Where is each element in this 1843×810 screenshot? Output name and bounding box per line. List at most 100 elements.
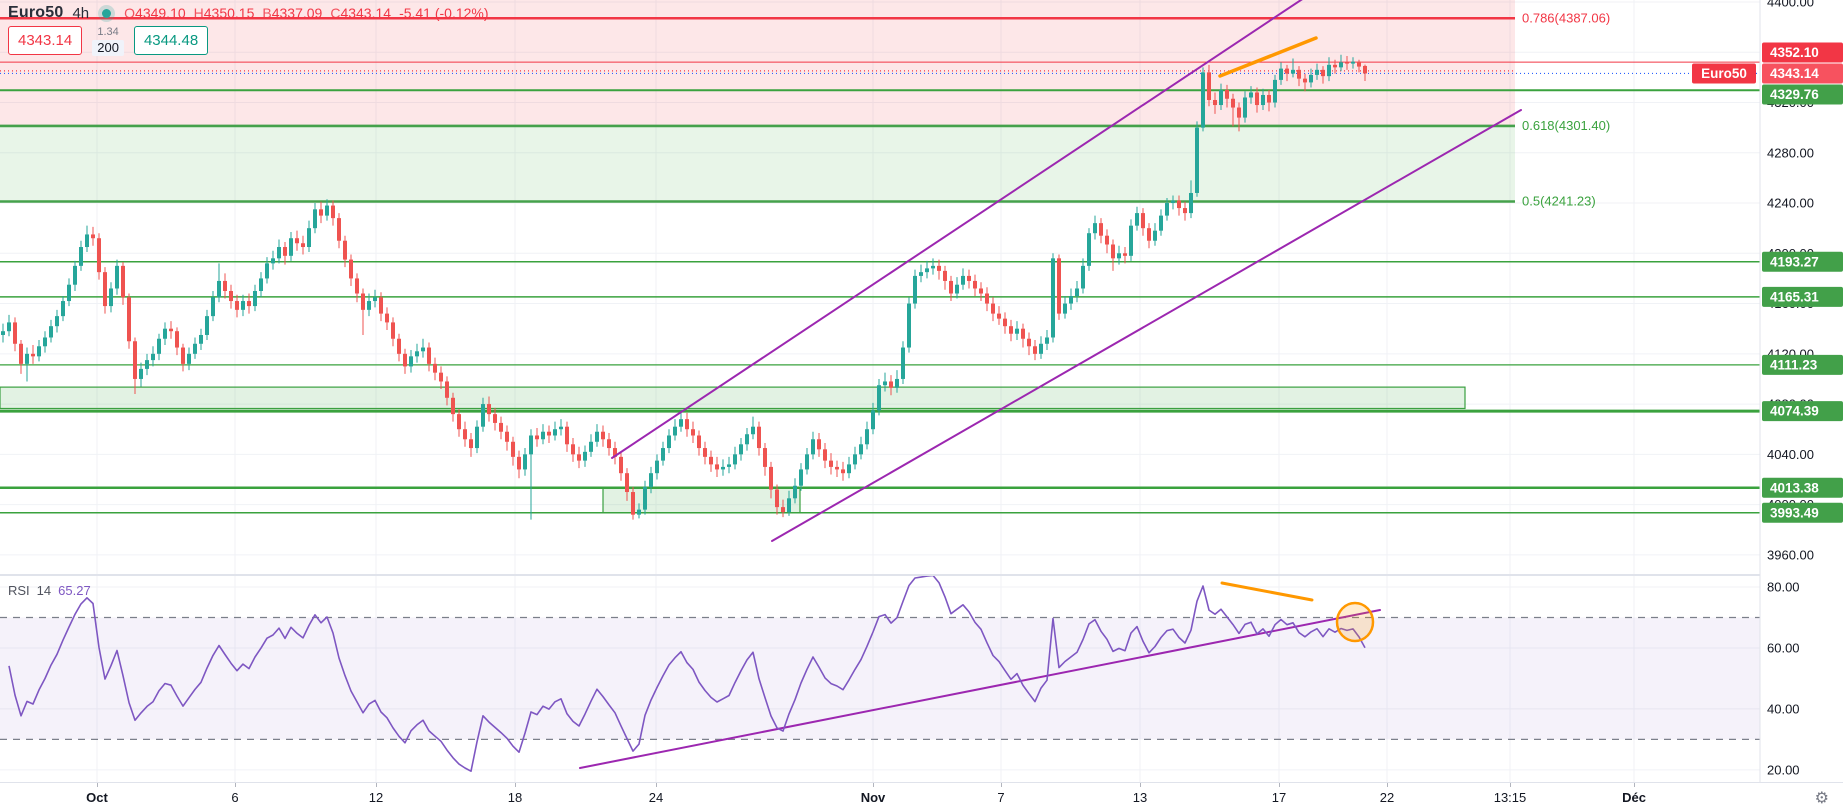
- candle-body[interactable]: [403, 353, 407, 367]
- candle-body[interactable]: [799, 469, 803, 486]
- candle-body[interactable]: [1165, 203, 1169, 216]
- candle-body[interactable]: [439, 372, 443, 382]
- candle-body[interactable]: [283, 247, 287, 256]
- candle-body[interactable]: [817, 439, 821, 450]
- settings-gear-icon[interactable]: ⚙: [1814, 788, 1829, 807]
- candle-body[interactable]: [1363, 65, 1367, 74]
- candle-body[interactable]: [1, 331, 5, 335]
- candle-body[interactable]: [991, 303, 995, 314]
- candle-body[interactable]: [1009, 326, 1013, 334]
- candle-body[interactable]: [1207, 72, 1211, 101]
- symbol-name[interactable]: Euro50: [8, 4, 64, 21]
- candle-body[interactable]: [1129, 225, 1133, 256]
- candle-body[interactable]: [637, 509, 641, 515]
- candle-body[interactable]: [1285, 68, 1289, 74]
- candle-body[interactable]: [61, 301, 65, 317]
- timeframe[interactable]: 4h: [72, 4, 90, 22]
- candle-body[interactable]: [67, 284, 71, 302]
- supply-demand-zone[interactable]: [0, 386, 1466, 410]
- candle-body[interactable]: [907, 303, 911, 348]
- candle-body[interactable]: [79, 247, 83, 266]
- candle-body[interactable]: [1075, 288, 1079, 297]
- candle-body[interactable]: [361, 293, 365, 310]
- candle-body[interactable]: [1117, 253, 1121, 259]
- price-pill[interactable]: [1762, 251, 1843, 272]
- candle-body[interactable]: [895, 378, 899, 388]
- candle-body[interactable]: [55, 316, 59, 327]
- market-status-icon[interactable]: [102, 8, 112, 18]
- candle-body[interactable]: [385, 313, 389, 323]
- candle-body[interactable]: [643, 487, 647, 510]
- candle-body[interactable]: [655, 460, 659, 474]
- candle-body[interactable]: [865, 429, 869, 445]
- candle-body[interactable]: [853, 454, 857, 465]
- candle-body[interactable]: [427, 347, 431, 364]
- candle-body[interactable]: [829, 460, 833, 467]
- candle-body[interactable]: [307, 228, 311, 248]
- candle-body[interactable]: [373, 297, 377, 302]
- candle-body[interactable]: [919, 272, 923, 276]
- candle-body[interactable]: [37, 346, 41, 357]
- candle-body[interactable]: [625, 473, 629, 493]
- candle-body[interactable]: [1219, 89, 1223, 106]
- candle-body[interactable]: [1333, 64, 1337, 68]
- candle-body[interactable]: [1297, 69, 1301, 79]
- candle-body[interactable]: [475, 426, 479, 449]
- candle-body[interactable]: [529, 435, 533, 455]
- candle-body[interactable]: [913, 275, 917, 304]
- candle-body[interactable]: [115, 265, 119, 289]
- price-pill[interactable]: [1762, 42, 1843, 63]
- candle-body[interactable]: [877, 385, 881, 411]
- candle-body[interactable]: [1225, 89, 1229, 99]
- candle-body[interactable]: [1105, 235, 1109, 245]
- candle-body[interactable]: [967, 275, 971, 281]
- candle-body[interactable]: [715, 464, 719, 470]
- candle-body[interactable]: [85, 234, 89, 248]
- candle-body[interactable]: [937, 265, 941, 271]
- candle-body[interactable]: [823, 449, 827, 461]
- candle-body[interactable]: [1033, 346, 1037, 354]
- candle-body[interactable]: [1327, 64, 1331, 77]
- candle-body[interactable]: [985, 293, 989, 304]
- candle-body[interactable]: [433, 363, 437, 373]
- candle-body[interactable]: [841, 469, 845, 474]
- candle-body[interactable]: [745, 434, 749, 445]
- candle-body[interactable]: [1039, 343, 1043, 354]
- candle-body[interactable]: [871, 410, 875, 430]
- candle-body[interactable]: [121, 265, 125, 298]
- candle-body[interactable]: [451, 397, 455, 415]
- channel-upper-trendline[interactable]: [611, 0, 1307, 459]
- candle-body[interactable]: [1093, 223, 1097, 234]
- candle-body[interactable]: [163, 328, 167, 339]
- candle-body[interactable]: [1087, 233, 1091, 266]
- candle-body[interactable]: [1255, 92, 1259, 106]
- candle-body[interactable]: [781, 507, 785, 513]
- candle-body[interactable]: [217, 280, 221, 298]
- candle-body[interactable]: [211, 297, 215, 317]
- candle-body[interactable]: [961, 275, 965, 285]
- candle-body[interactable]: [1189, 192, 1193, 214]
- candle-body[interactable]: [1303, 78, 1307, 83]
- candle-body[interactable]: [595, 431, 599, 442]
- candle-body[interactable]: [103, 272, 107, 307]
- candle-body[interactable]: [697, 435, 701, 449]
- candle-body[interactable]: [649, 473, 653, 488]
- candle-body[interactable]: [175, 331, 179, 348]
- candle-body[interactable]: [889, 381, 893, 388]
- candle-body[interactable]: [313, 209, 317, 229]
- candle-body[interactable]: [229, 290, 233, 302]
- candle-body[interactable]: [787, 498, 791, 513]
- candle-body[interactable]: [571, 444, 575, 455]
- candle-body[interactable]: [277, 247, 281, 259]
- candle-body[interactable]: [145, 360, 149, 369]
- candle-body[interactable]: [337, 218, 341, 241]
- candle-body[interactable]: [757, 426, 761, 449]
- candle-body[interactable]: [295, 238, 299, 244]
- candle-body[interactable]: [43, 337, 47, 347]
- candle-body[interactable]: [1213, 100, 1217, 106]
- candle-body[interactable]: [343, 240, 347, 260]
- candle-body[interactable]: [187, 353, 191, 364]
- candle-body[interactable]: [613, 448, 617, 457]
- highlight-circle[interactable]: [1335, 601, 1375, 643]
- candle-body[interactable]: [1345, 62, 1349, 64]
